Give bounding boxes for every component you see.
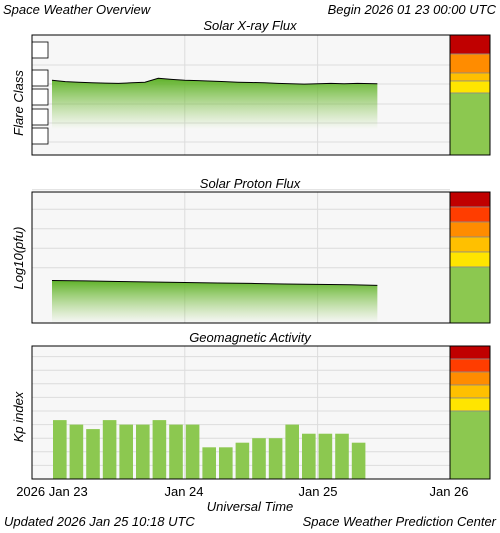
xray-scale-seg-1 bbox=[449, 53, 491, 74]
proton-panel: Solar Proton Flux Log10(pfu) bbox=[11, 176, 491, 324]
x-axis-label: Universal Time bbox=[207, 499, 294, 514]
kp-bar-13 bbox=[268, 438, 283, 479]
xray-class-box-1 bbox=[31, 69, 49, 87]
updated-time: Updated 2026 Jan 25 10:18 UTC bbox=[4, 514, 195, 529]
proton-scale-frame bbox=[449, 191, 491, 324]
kp-scale-frame bbox=[449, 345, 491, 480]
xray-class-box-2 bbox=[31, 88, 49, 106]
kp-bar-10 bbox=[219, 447, 233, 479]
xray-class-box-3 bbox=[31, 108, 49, 126]
proton-scale-seg-3 bbox=[449, 236, 491, 253]
x-tick-0: 2026 Jan 23 bbox=[16, 484, 88, 499]
proton-scale-seg-4 bbox=[449, 251, 491, 268]
x-tick-3: Jan 26 bbox=[429, 484, 468, 499]
begin-time: Begin 2026 01 23 00:00 UTC bbox=[328, 2, 497, 17]
kp-bar-17 bbox=[335, 433, 349, 479]
kp-scale-seg-1 bbox=[449, 358, 491, 373]
xray-scale-seg-3 bbox=[449, 80, 491, 94]
kp-scale-seg-3 bbox=[449, 384, 491, 399]
kp-bar-5 bbox=[136, 424, 150, 479]
xray-scale-seg-0 bbox=[449, 34, 491, 55]
kp-bar-6 bbox=[152, 420, 167, 479]
proton-ylabel: Log10(pfu) bbox=[11, 227, 26, 290]
proton-title: Solar Proton Flux bbox=[200, 176, 301, 191]
kp-bar-3 bbox=[102, 420, 117, 479]
xray-scale-frame bbox=[449, 34, 491, 156]
xray-title: Solar X-ray Flux bbox=[203, 18, 297, 33]
proton-scale-seg-1 bbox=[449, 206, 491, 223]
kp-bar-9 bbox=[202, 447, 216, 479]
kp-bar-7 bbox=[169, 424, 183, 479]
kp-bar-11 bbox=[235, 442, 250, 479]
proton-scale-seg-5 bbox=[449, 266, 491, 324]
x-tick-1: Jan 24 bbox=[164, 484, 203, 499]
kp-bar-1 bbox=[69, 424, 84, 479]
kp-bar-15 bbox=[302, 433, 316, 479]
kp-scale-seg-5 bbox=[449, 410, 491, 480]
kp-scale-seg-4 bbox=[449, 397, 491, 412]
kp-panel: Geomagnetic Activity Kp index bbox=[11, 330, 491, 480]
kp-bar-16 bbox=[318, 433, 333, 479]
kp-bar-4 bbox=[119, 424, 133, 479]
xray-class-box-4 bbox=[31, 127, 49, 145]
kp-bar-0 bbox=[53, 420, 67, 479]
xray-class-box-0 bbox=[31, 41, 49, 59]
xray-ylabel: Flare Class bbox=[11, 70, 26, 136]
kp-scale-seg-0 bbox=[449, 345, 491, 360]
kp-bar-12 bbox=[252, 438, 266, 479]
kp-bar-8 bbox=[185, 424, 200, 479]
kp-title: Geomagnetic Activity bbox=[189, 330, 312, 345]
kp-bar-18 bbox=[351, 442, 366, 479]
proton-flux-line bbox=[51, 280, 378, 286]
prediction-center: Space Weather Prediction Center bbox=[303, 514, 497, 529]
proton-scale-seg-0 bbox=[449, 191, 491, 208]
kp-scale-seg-2 bbox=[449, 371, 491, 386]
kp-bar-2 bbox=[86, 429, 100, 479]
xray-panel: Solar X-ray Flux Flare Class bbox=[11, 18, 491, 156]
x-tick-2: Jan 25 bbox=[298, 484, 337, 499]
xray-scale-seg-4 bbox=[449, 92, 491, 156]
kp-bar-14 bbox=[285, 424, 299, 479]
xray-scale-seg-2 bbox=[449, 72, 491, 82]
xray-flux-area bbox=[52, 78, 378, 129]
overview-title: Space Weather Overview bbox=[3, 2, 152, 17]
xray-flux-line bbox=[51, 77, 378, 85]
proton-scale-seg-2 bbox=[449, 221, 491, 238]
kp-ylabel: Kp index bbox=[11, 391, 26, 442]
proton-flux-area bbox=[52, 280, 378, 323]
